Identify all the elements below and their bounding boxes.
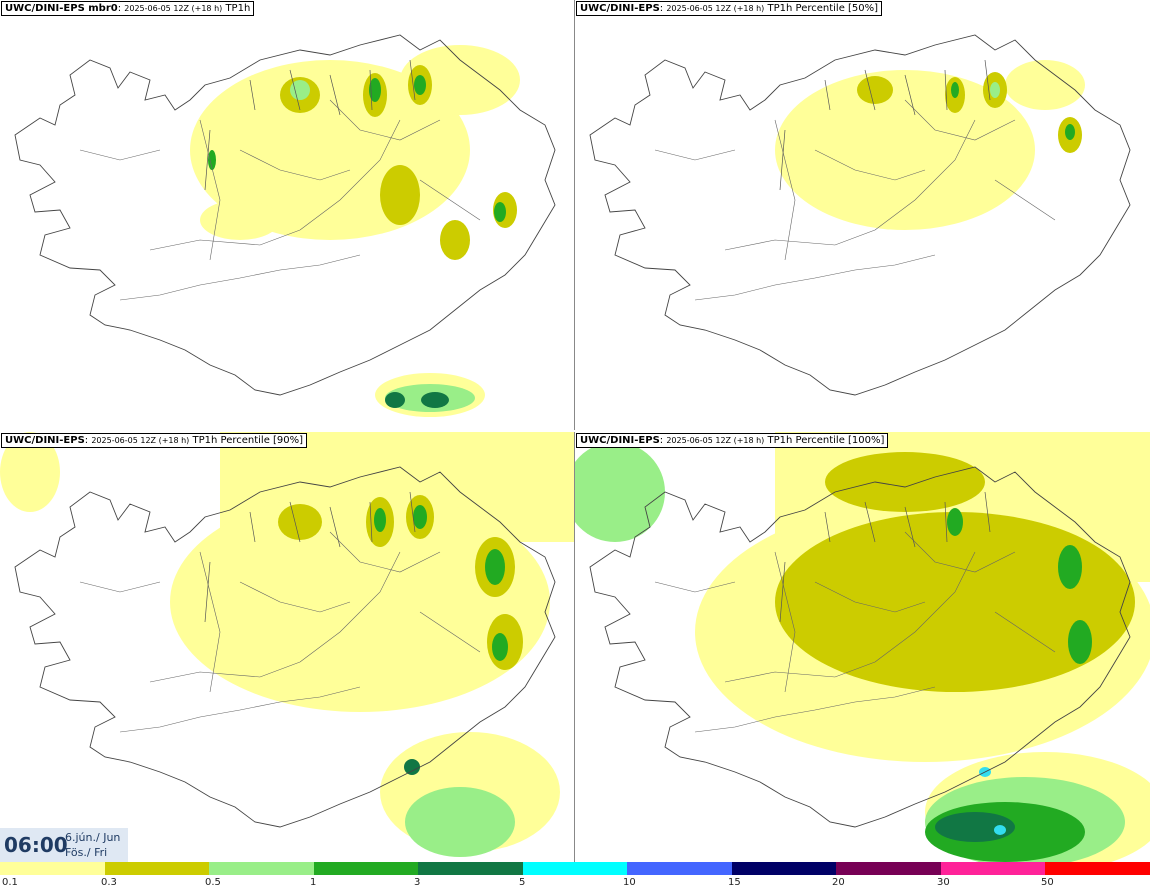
legend-swatch — [1045, 862, 1150, 875]
legend-label: 15 — [728, 877, 741, 888]
precip-map — [575, 0, 1150, 430]
legend-label: 5 — [519, 877, 526, 888]
panel-title: UWC/DINI-EPS: 2025-06-05 12Z (+18 h) TP1… — [576, 1, 883, 16]
precip-map — [575, 432, 1150, 862]
legend-swatch — [627, 862, 732, 875]
legend-swatch — [940, 862, 1046, 875]
legend-swatch — [418, 862, 523, 875]
valid-time: 06:00 — [4, 833, 68, 857]
precip-map — [0, 432, 575, 862]
valid-date: 6.jún./ Jun — [65, 831, 121, 844]
legend-label: 10 — [623, 877, 636, 888]
legend-swatch — [104, 862, 210, 875]
map-panel-mbr0: UWC/DINI-EPS mbr0: 2025-06-05 12Z (+18 h… — [0, 0, 575, 430]
panel-divider — [0, 430, 1150, 432]
map-panel-p90: UWC/DINI-EPS: 2025-06-05 12Z (+18 h) TP1… — [0, 432, 575, 862]
legend-swatch — [836, 862, 941, 875]
valid-time-box: 06:00 6.jún./ Jun Fös./ Fri — [0, 828, 128, 862]
legend-label: 0.1 — [2, 877, 18, 888]
legend-label: 0.3 — [101, 877, 117, 888]
legend-label: 1 — [310, 877, 317, 888]
legend-color-bar — [0, 862, 1150, 875]
precip-map — [0, 0, 575, 430]
map-panel-p50: UWC/DINI-EPS: 2025-06-05 12Z (+18 h) TP1… — [575, 0, 1150, 430]
legend-label: 50 — [1041, 877, 1054, 888]
legend-label: 30 — [937, 877, 950, 888]
color-legend: 0.1 0.3 0.5 1 3 5 10 15 20 30 50 — [0, 862, 1150, 891]
legend-swatch — [731, 862, 837, 875]
valid-day: Fös./ Fri — [65, 846, 108, 859]
map-panel-p100: UWC/DINI-EPS: 2025-06-05 12Z (+18 h) TP1… — [575, 432, 1150, 862]
legend-labels: 0.1 0.3 0.5 1 3 5 10 15 20 30 50 — [0, 876, 1150, 890]
panel-title: UWC/DINI-EPS: 2025-06-05 12Z (+18 h) TP1… — [576, 433, 889, 448]
panel-title: UWC/DINI-EPS mbr0: 2025-06-05 12Z (+18 h… — [1, 1, 255, 16]
legend-label: 0.5 — [205, 877, 221, 888]
legend-swatch — [0, 862, 105, 875]
panel-title: UWC/DINI-EPS: 2025-06-05 12Z (+18 h) TP1… — [1, 433, 308, 448]
legend-swatch — [522, 862, 628, 875]
legend-label: 3 — [414, 877, 421, 888]
legend-swatch — [209, 862, 314, 875]
legend-swatch — [313, 862, 419, 875]
legend-label: 20 — [832, 877, 845, 888]
